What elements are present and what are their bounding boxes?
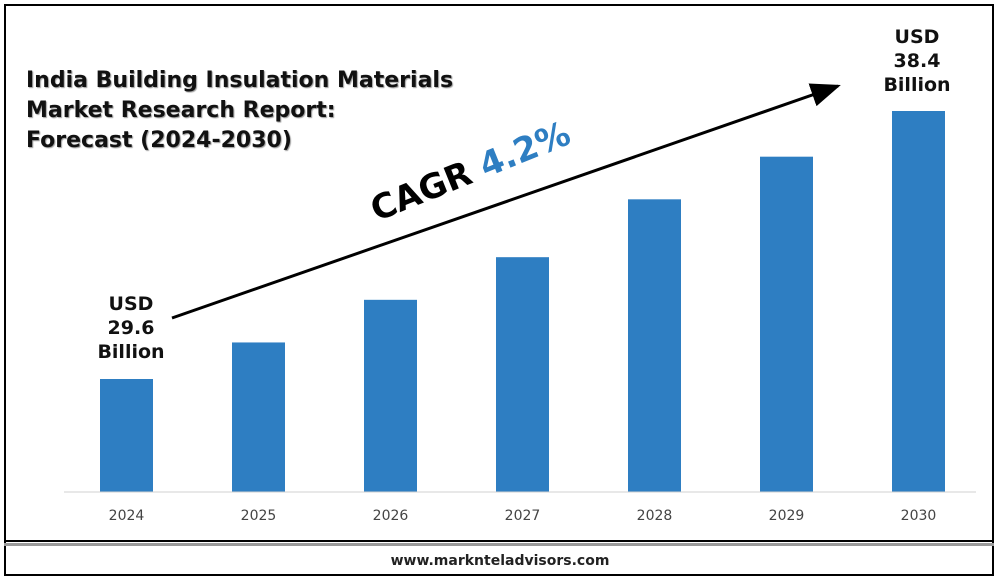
bar-2027 [496,257,549,492]
x-tick-label: 2030 [901,508,937,524]
footer-divider [4,540,994,546]
bar-2026 [364,299,417,492]
bar-2030 [892,111,945,492]
title-line-2: Market Research Report: [26,98,336,123]
x-tick-label: 2027 [505,508,541,524]
x-tick-label: 2024 [109,508,145,524]
x-tick-label: 2029 [769,508,805,524]
bar-2024 [100,379,153,492]
x-tick-label: 2028 [637,508,673,524]
end-label-value: 38.4 [893,50,941,72]
x-tick-label: 2025 [241,508,277,524]
start-label-unit: USD [108,293,154,315]
bar-2029 [760,156,813,492]
end-label-suffix: Billion [883,74,951,96]
start-label-value: 29.6 [107,317,155,339]
end-value-label: USD 38.4 Billion [872,25,962,97]
start-value-label: USD 29.6 Billion [86,292,176,364]
bar-2028 [628,199,681,492]
title-line-1: India Building Insulation Materials [26,68,454,93]
x-tick-label: 2026 [373,508,409,524]
title-line-3: Forecast (2024-2030) [26,128,292,153]
start-label-suffix: Billion [97,341,165,363]
end-label-unit: USD [894,26,940,48]
chart-title: India Building Insulation Materials Mark… [26,66,453,156]
cagr-arrow [171,83,841,320]
footer-website: www.marknteladvisors.com [390,553,610,569]
bar-2025 [232,342,285,492]
